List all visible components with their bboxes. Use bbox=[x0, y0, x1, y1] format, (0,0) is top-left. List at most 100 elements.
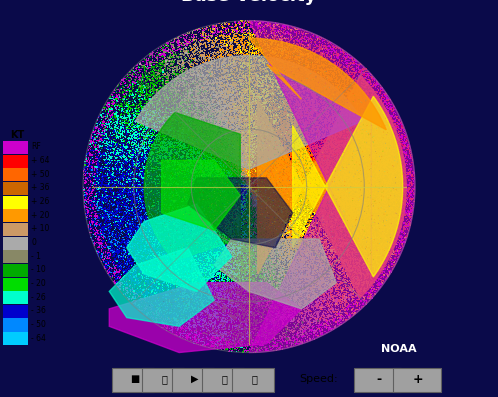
Point bbox=[228, 189, 236, 195]
Point bbox=[114, 96, 122, 102]
Point bbox=[272, 129, 280, 135]
Point bbox=[245, 183, 252, 189]
Point bbox=[349, 195, 357, 202]
Point bbox=[206, 188, 214, 195]
Point bbox=[271, 169, 279, 175]
Point bbox=[233, 197, 241, 204]
Point bbox=[143, 98, 151, 105]
Point bbox=[256, 197, 264, 203]
Point bbox=[200, 96, 208, 103]
Point bbox=[191, 56, 199, 63]
Point bbox=[204, 135, 212, 141]
Point bbox=[186, 185, 194, 191]
Point bbox=[318, 278, 326, 284]
Point bbox=[288, 231, 296, 237]
Point bbox=[234, 150, 242, 157]
Point bbox=[159, 150, 167, 157]
Point bbox=[125, 153, 133, 159]
Point bbox=[82, 212, 90, 218]
Point bbox=[286, 31, 294, 37]
Point bbox=[209, 173, 217, 179]
Point bbox=[284, 64, 292, 71]
Point bbox=[352, 281, 360, 287]
Point bbox=[199, 134, 207, 141]
Point bbox=[280, 149, 288, 155]
Point bbox=[208, 141, 216, 147]
Point bbox=[270, 303, 278, 310]
Point bbox=[238, 194, 246, 200]
Point bbox=[356, 205, 364, 212]
Point bbox=[164, 109, 172, 116]
Point bbox=[259, 182, 267, 189]
Point bbox=[267, 170, 275, 176]
Point bbox=[164, 79, 172, 86]
Point bbox=[273, 67, 281, 73]
Point bbox=[341, 183, 349, 189]
Point bbox=[174, 161, 182, 167]
Point bbox=[391, 144, 399, 150]
Point bbox=[246, 183, 254, 189]
Point bbox=[223, 225, 231, 231]
Point bbox=[251, 320, 259, 326]
Point bbox=[345, 196, 353, 202]
Point bbox=[159, 166, 167, 172]
Point bbox=[246, 79, 253, 85]
Point bbox=[222, 186, 230, 193]
Point bbox=[256, 274, 264, 280]
Point bbox=[172, 116, 180, 123]
Point bbox=[314, 301, 322, 308]
Point bbox=[186, 37, 194, 43]
Point bbox=[183, 109, 191, 116]
Point bbox=[231, 57, 239, 64]
Point bbox=[316, 259, 324, 265]
Point bbox=[273, 252, 281, 258]
Point bbox=[153, 128, 161, 134]
Point bbox=[340, 190, 348, 196]
Point bbox=[390, 159, 398, 165]
Point bbox=[171, 187, 179, 194]
Point bbox=[208, 282, 216, 288]
Point bbox=[229, 252, 237, 258]
Point bbox=[384, 96, 392, 103]
Point bbox=[115, 284, 123, 290]
Point bbox=[294, 87, 302, 93]
Point bbox=[336, 273, 344, 279]
Point bbox=[190, 94, 198, 100]
Point bbox=[238, 84, 246, 91]
Point bbox=[116, 222, 124, 228]
Point bbox=[261, 126, 269, 132]
Point bbox=[174, 71, 182, 77]
Point bbox=[215, 299, 223, 305]
Point bbox=[164, 290, 172, 297]
Point bbox=[247, 190, 255, 197]
Point bbox=[251, 188, 259, 194]
Point bbox=[216, 88, 224, 94]
Point bbox=[244, 184, 251, 191]
Point bbox=[268, 132, 276, 139]
Point bbox=[292, 256, 300, 263]
Point bbox=[319, 109, 327, 115]
Point bbox=[224, 75, 232, 82]
Point bbox=[196, 123, 204, 130]
Point bbox=[230, 175, 238, 182]
Point bbox=[314, 322, 322, 329]
Point bbox=[238, 175, 246, 181]
Point bbox=[107, 233, 115, 240]
Point bbox=[232, 188, 240, 194]
Point bbox=[267, 203, 275, 209]
Point bbox=[212, 183, 220, 190]
Point bbox=[236, 336, 244, 342]
Point bbox=[192, 164, 200, 170]
Point bbox=[280, 324, 288, 330]
Point bbox=[152, 150, 160, 156]
Point bbox=[214, 98, 222, 104]
Point bbox=[211, 114, 219, 121]
Point bbox=[159, 222, 167, 229]
Point bbox=[241, 177, 249, 183]
Point bbox=[259, 204, 267, 210]
Point bbox=[197, 73, 205, 79]
Point bbox=[298, 204, 306, 211]
Point bbox=[335, 256, 343, 262]
Point bbox=[284, 180, 292, 187]
Point bbox=[245, 184, 252, 190]
